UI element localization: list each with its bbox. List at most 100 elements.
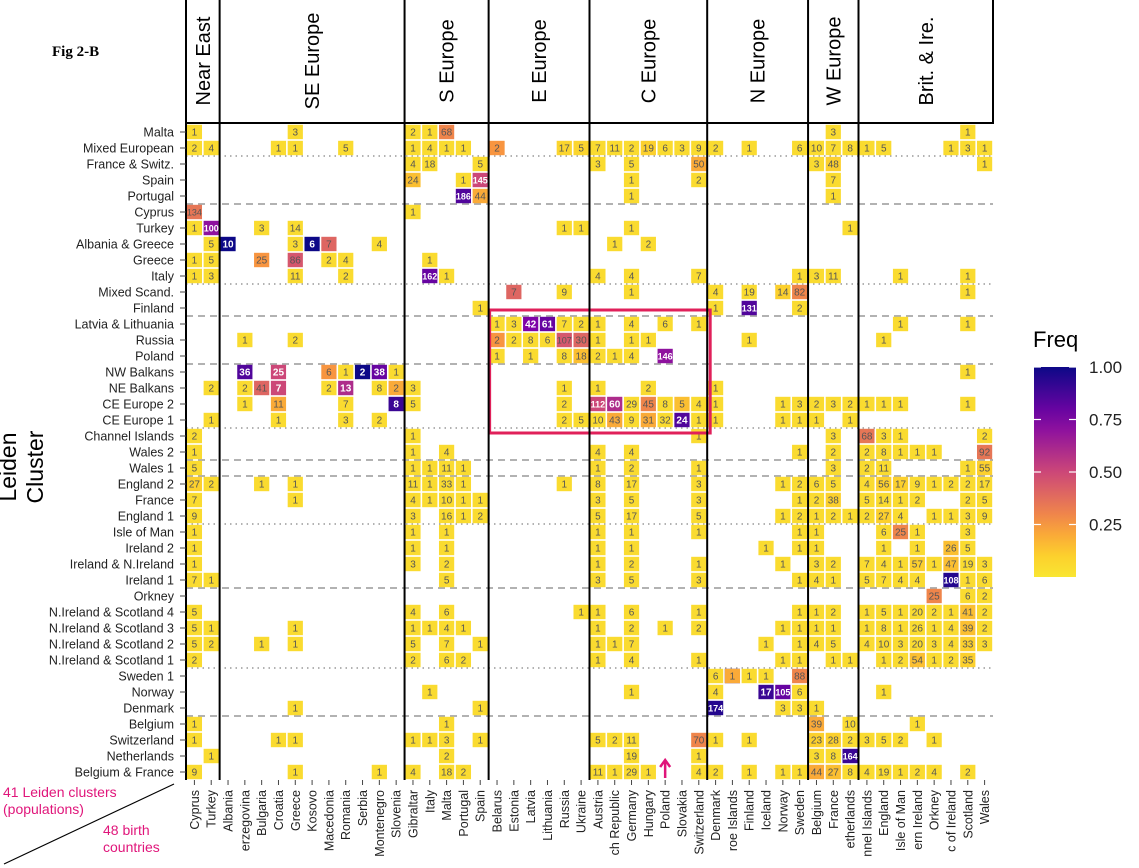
cell-value: 57 — [912, 560, 924, 571]
heatmap-cell — [976, 588, 993, 604]
heatmap-cell — [792, 476, 808, 492]
cell-value: 1 — [293, 624, 299, 635]
cell-value: 1 — [797, 608, 803, 619]
cell-value: 100 — [204, 224, 219, 234]
heatmap-cell — [960, 620, 976, 636]
cell-value: 1 — [629, 224, 635, 235]
cell-value: 3 — [931, 640, 937, 651]
heatmap-cell — [556, 476, 572, 492]
heatmap-cell — [775, 508, 791, 524]
heatmap-cell — [287, 620, 303, 636]
cell-value: 1 — [931, 480, 937, 491]
heatmap-cell — [691, 508, 707, 524]
cluster-label: CE Europe 2 — [102, 398, 174, 412]
heatmap-cell — [792, 620, 808, 636]
heatmap-cell — [623, 652, 640, 668]
cell-value: 105 — [775, 688, 790, 698]
cell-value: 19 — [878, 768, 890, 779]
cell-value: 6 — [982, 576, 988, 587]
heatmap-cell — [472, 700, 488, 716]
cell-value: 2 — [864, 464, 870, 475]
cell-value: 4 — [444, 624, 450, 635]
cell-value: 1 — [595, 544, 601, 555]
cell-value: 27 — [878, 512, 890, 523]
cluster-label: Ireland 1 — [125, 574, 174, 588]
heatmap-cell — [623, 140, 640, 156]
cell-value: 4 — [931, 768, 937, 779]
heatmap-cell — [506, 284, 522, 300]
cell-value: 3 — [410, 512, 416, 523]
cell-value: 3 — [410, 560, 416, 571]
countries-note: 48 birth countries — [103, 822, 160, 856]
heatmap-cell — [186, 604, 203, 620]
country-label: Norway — [776, 789, 790, 832]
heatmap-cell — [422, 492, 438, 508]
cluster-label: N.Ireland & Scotland 4 — [49, 606, 174, 620]
heatmap-cell — [976, 492, 993, 508]
cell-value: 11 — [441, 464, 452, 475]
cell-value: 1 — [696, 752, 702, 763]
heatmap-cell — [438, 636, 455, 652]
heatmap-cell — [859, 396, 875, 412]
heatmap-cell — [623, 732, 640, 748]
cell-value: 6 — [662, 144, 668, 155]
heatmap-cell — [842, 412, 858, 428]
heatmap-cell — [808, 540, 825, 556]
cell-value: 16 — [441, 512, 453, 523]
heatmap-cell — [859, 460, 875, 476]
heatmap-cell — [405, 172, 421, 188]
heatmap-cell — [960, 508, 976, 524]
heatmap-cell — [691, 652, 707, 668]
heatmap-cell — [590, 636, 606, 652]
cell-value: 1 — [898, 560, 904, 571]
heatmap-cell — [876, 332, 892, 348]
heatmap-cell — [976, 444, 993, 460]
cell-value: 7 — [511, 288, 517, 299]
cell-value: 1 — [898, 496, 904, 507]
cell-value: 1 — [763, 544, 769, 555]
cell-value: 6 — [629, 608, 635, 619]
cell-value: 1 — [293, 496, 299, 507]
heatmap-cell — [203, 636, 219, 652]
cell-value: 2 — [208, 480, 214, 491]
cell-value: 1 — [192, 256, 198, 267]
cell-value: 1 — [410, 544, 416, 555]
cell-value: 1 — [915, 448, 921, 459]
heatmap-cell — [287, 252, 303, 268]
heatmap-cell — [926, 604, 942, 620]
heatmap-cell — [640, 332, 656, 348]
cell-value: 3 — [965, 144, 971, 155]
cell-value: 1 — [393, 368, 399, 379]
heatmap-cell — [842, 732, 858, 748]
cell-value: 145 — [473, 176, 488, 186]
heatmap-cell — [724, 668, 741, 684]
cell-value: 10 — [222, 240, 234, 251]
cell-value: 14 — [290, 224, 302, 235]
cell-value: 5 — [629, 576, 635, 587]
heatmap-cell — [203, 380, 219, 396]
cell-value: 4 — [881, 560, 887, 571]
heatmap-cell — [691, 172, 707, 188]
heatmap-cell — [825, 444, 841, 460]
cell-value: 4 — [713, 688, 719, 699]
heatmap-cell — [960, 396, 976, 412]
cell-value: 4 — [898, 512, 904, 523]
country-label: Estonia — [507, 790, 521, 832]
cell-value: 1 — [444, 144, 450, 155]
heatmap-cell — [909, 764, 925, 780]
heatmap-cell — [338, 268, 354, 284]
country-label: Poland — [659, 790, 673, 829]
heatmap-cell — [976, 156, 993, 172]
heatmap-cell — [859, 620, 875, 636]
heatmap-cell — [691, 460, 707, 476]
cell-value: 1 — [696, 656, 702, 667]
heatmap-cell — [775, 396, 791, 412]
cell-value: 18 — [576, 352, 588, 363]
heatmap-cell — [859, 428, 875, 444]
heatmap-cell — [455, 460, 472, 476]
country-label: etherlands — [844, 790, 858, 848]
heatmap-cell — [590, 652, 606, 668]
heatmap-cell — [674, 412, 690, 428]
country-label: Scotland — [961, 790, 975, 839]
heatmap-cell — [405, 556, 421, 572]
